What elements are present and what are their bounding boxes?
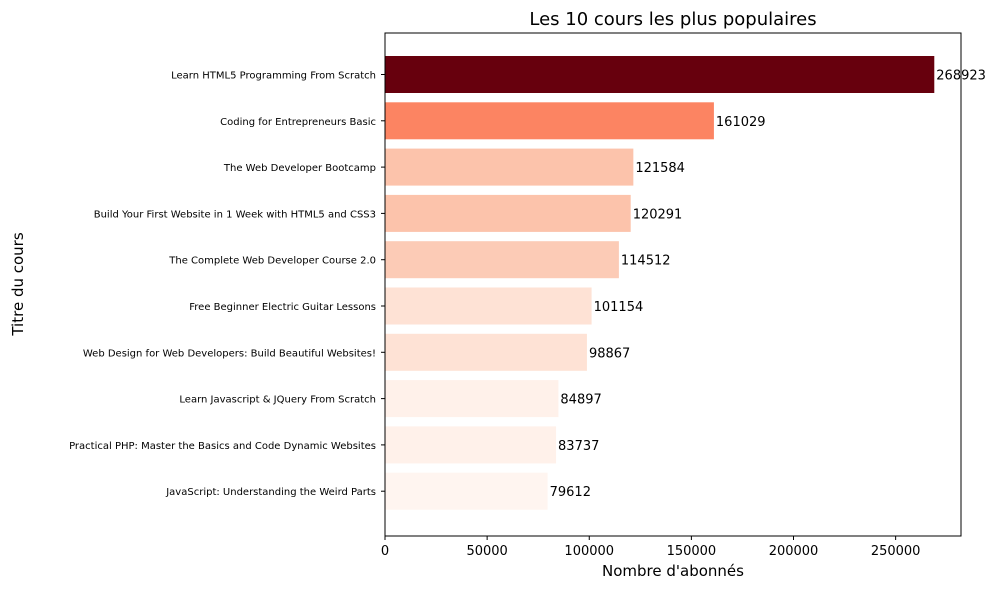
data-label: 114512 (621, 254, 671, 269)
x-axis-label: Nombre d'abonnés (602, 562, 744, 580)
data-label: 120291 (633, 207, 683, 222)
x-tick-label: 50000 (466, 544, 507, 559)
x-tick-label: 0 (381, 544, 389, 559)
bar (385, 102, 714, 140)
bar (385, 56, 935, 93)
bars-group (385, 56, 935, 510)
category-label: The Web Developer Bootcamp (223, 163, 376, 174)
data-label: 98867 (589, 346, 630, 361)
data-label: 121584 (635, 161, 685, 176)
category-label: Learn HTML5 Programming From Scratch (171, 71, 376, 82)
category-label: JavaScript: Understanding the Weird Part… (165, 487, 376, 498)
x-axis-ticks: 0 50000 100000 150000 200000 250000 (381, 536, 921, 559)
category-label: Coding for Entrepreneurs Basic (220, 117, 376, 128)
category-label: Build Your First Website in 1 Week with … (94, 209, 376, 220)
plot-frame (384, 32, 962, 537)
x-tick-label: 150000 (667, 544, 717, 559)
bar (385, 426, 557, 464)
x-tick-label: 200000 (769, 544, 819, 559)
category-labels: Learn HTML5 Programming From Scratch Codi… (69, 71, 385, 498)
chart-title: Les 10 cours les plus populaires (529, 9, 816, 30)
x-tick-label: 250000 (871, 544, 921, 559)
data-label: 101154 (594, 300, 644, 315)
category-label: Learn Javascript & JQuery From Scratch (179, 395, 376, 406)
category-label: Practical PHP: Master the Basics and Cod… (69, 441, 376, 452)
bar (385, 333, 587, 371)
bar (385, 380, 559, 418)
category-label: Web Design for Web Developers: Build Bea… (83, 348, 376, 359)
bar (385, 194, 631, 232)
bar (385, 148, 634, 186)
category-label: The Complete Web Developer Course 2.0 (168, 256, 376, 267)
category-label: Free Beginner Electric Guitar Lessons (189, 302, 376, 313)
x-tick-label: 100000 (564, 544, 614, 559)
y-axis-label: Titre du cours (9, 232, 27, 336)
bar (385, 241, 619, 279)
bar (385, 287, 592, 325)
data-label: 84897 (560, 393, 601, 408)
bar (385, 472, 548, 510)
data-label: 161029 (716, 115, 766, 130)
data-label: 83737 (558, 439, 599, 454)
data-label: 79612 (550, 485, 591, 500)
